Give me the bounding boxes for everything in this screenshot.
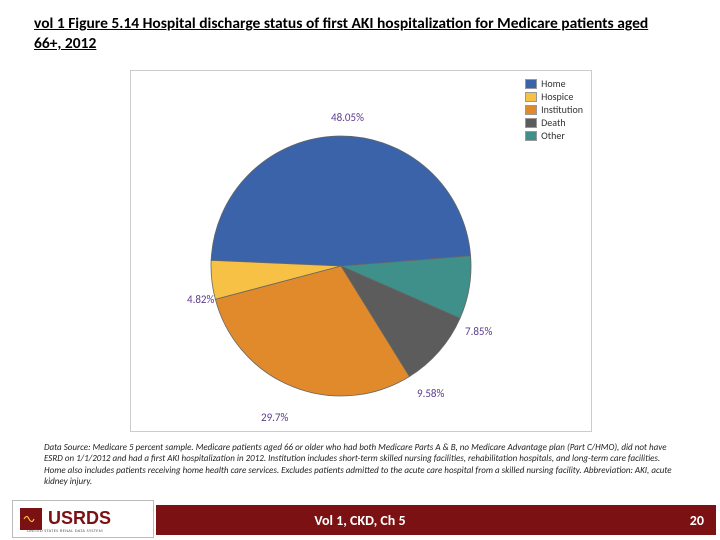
legend-item: Other: [525, 129, 583, 142]
legend-item: Institution: [525, 103, 583, 116]
legend: HomeHospiceInstitutionDeathOther: [525, 77, 583, 142]
legend-label: Hospice: [541, 90, 573, 103]
footer: USRDS UNITED STATES RENAL DATA SYSTEM Vo…: [0, 500, 720, 540]
data-source-note: Data Source: Medicare 5 percent sample. …: [44, 442, 674, 487]
legend-swatch: [525, 92, 537, 102]
legend-label: Other: [541, 129, 565, 142]
logo-subtitle: UNITED STATES RENAL DATA SYSTEM: [27, 529, 103, 534]
legend-label: Death: [541, 116, 565, 129]
legend-swatch: [525, 79, 537, 89]
slice-percent-label: 4.82%: [187, 293, 214, 306]
legend-swatch: [525, 118, 537, 128]
legend-item: Death: [525, 116, 583, 129]
pie-chart-area: HomeHospiceInstitutionDeathOther 48.05% 4…: [130, 70, 592, 432]
legend-label: Home: [541, 77, 565, 90]
legend-swatch: [525, 105, 537, 115]
slice-percent-label: 7.85%: [465, 325, 492, 338]
footer-center-text: Vol 1, CKD, Ch 5: [0, 512, 720, 529]
pie-slice: [211, 136, 470, 266]
slice-percent-label: 9.58%: [417, 387, 444, 400]
chart-title: vol 1 Figure 5.14 Hospital discharge sta…: [34, 14, 674, 54]
footer-page-number: 20: [690, 512, 704, 529]
legend-item: Home: [525, 77, 583, 90]
legend-item: Hospice: [525, 90, 583, 103]
pie-chart-svg: [131, 71, 591, 431]
slice-percent-label: 48.05%: [331, 111, 364, 124]
legend-swatch: [525, 131, 537, 141]
slice-percent-label: 29.7%: [261, 411, 288, 424]
legend-label: Institution: [541, 103, 583, 116]
